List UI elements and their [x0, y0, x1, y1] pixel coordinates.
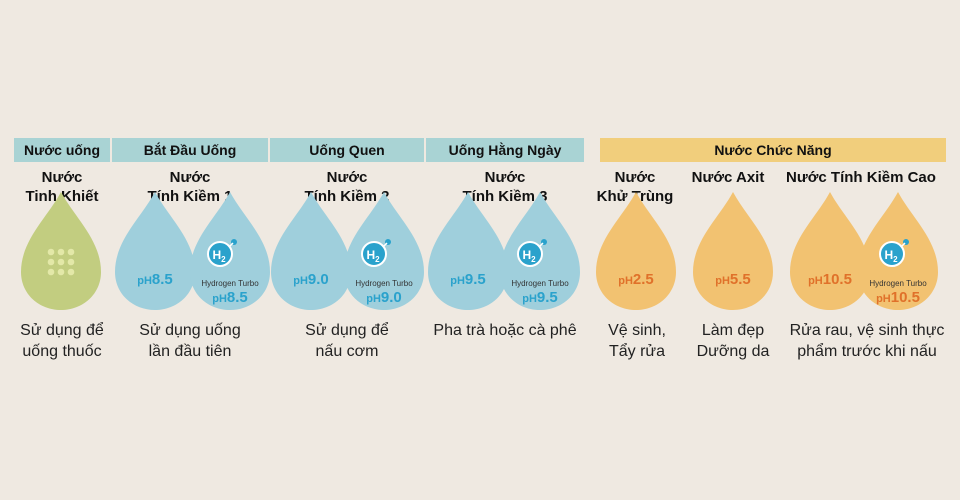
header-nuoc-uong: Nước uống [14, 138, 110, 162]
title-tinh-kiem-2: Nước Tính Kiềm 2 [304, 169, 390, 205]
desc-tinh-kiem-3: Pha trà hoặc cà phê [433, 322, 577, 339]
svg-text:H2: H2 [884, 248, 898, 264]
svg-text:Hydrogen Turbo: Hydrogen Turbo [869, 279, 927, 288]
title-tinh-kiem-1: Nước Tính Kiềm 1 [147, 169, 233, 205]
drop-tinh-kiem-1: pH8.5 [115, 192, 195, 310]
desc-nuoc-axit: Làm đẹp Dưỡng da [696, 322, 770, 360]
drop-tinh-khiet [21, 192, 101, 310]
svg-text:pH5.5: pH5.5 [715, 271, 751, 288]
header-uong-quen: Uống Quen [270, 138, 424, 162]
header-nuoc-chuc-nang: Nước Chức Năng [600, 138, 946, 162]
svg-text:pH2.5: pH2.5 [618, 271, 654, 288]
svg-text:pH9.0: pH9.0 [293, 271, 329, 288]
header-uong-hang-ngay: Uống Hằng Ngày [426, 138, 584, 162]
svg-text:pH8.5: pH8.5 [212, 289, 248, 306]
desc-khu-trung: Vệ sinh, Tẩy rửa [608, 322, 666, 360]
svg-text:pH10.5: pH10.5 [808, 271, 852, 288]
svg-text:pH10.5: pH10.5 [876, 289, 920, 306]
h2-molecule-icon: H2 [517, 239, 547, 267]
drop-nuoc-axit: pH5.5 [693, 192, 773, 310]
svg-text:H2: H2 [522, 248, 536, 264]
svg-text:Hydrogen Turbo: Hydrogen Turbo [201, 279, 259, 288]
drop-tinh-kiem-cao: pH10.5 [790, 192, 870, 310]
h2-molecule-icon: H2 [361, 239, 391, 267]
desc-tinh-kiem-2: Sử dụng để nấu cơm [305, 322, 389, 360]
drop-turbo-cao: H2 Hydrogen Turbo pH10.5 [858, 192, 938, 310]
desc-tinh-khiet: Sử dụng để uống thuốc [20, 322, 104, 360]
desc-tinh-kiem-cao: Rửa rau, vệ sinh thực phẩm trước khi nấu [789, 322, 945, 360]
svg-text:Hydrogen Turbo: Hydrogen Turbo [511, 279, 569, 288]
drop-turbo-3: H2 Hydrogen Turbo pH9.5 [500, 192, 580, 310]
svg-text:pH9.5: pH9.5 [522, 289, 558, 306]
drop-tinh-kiem-3: pH9.5 [428, 192, 508, 310]
title-tinh-kiem-3: Nước Tính Kiềm 3 [462, 169, 548, 205]
drop-tinh-kiem-2: pH9.0 [271, 192, 351, 310]
h2-molecule-icon: H2 [207, 239, 237, 267]
dots-icon [47, 248, 75, 276]
svg-text:pH9.0: pH9.0 [366, 289, 402, 306]
title-nuoc-axit: Nước Axit [691, 169, 765, 186]
svg-text:Hydrogen Turbo: Hydrogen Turbo [355, 279, 413, 288]
desc-tinh-kiem-1: Sử dụng uống lần đầu tiên [139, 322, 241, 360]
h2-molecule-icon: H2 [879, 239, 909, 267]
svg-text:pH8.5: pH8.5 [137, 271, 173, 288]
header-bat-dau-uong: Bắt Đầu Uống [112, 138, 268, 162]
drop-khu-trung: pH2.5 [596, 192, 676, 310]
svg-text:pH9.5: pH9.5 [450, 271, 486, 288]
title-tinh-kiem-cao: Nước Tính Kiềm Cao [786, 169, 936, 186]
drop-turbo-2: H2 Hydrogen Turbo pH9.0 [344, 192, 424, 310]
svg-text:H2: H2 [366, 248, 380, 264]
svg-text:H2: H2 [212, 248, 226, 264]
drop-turbo-1: H2 Hydrogen Turbo pH8.5 [190, 192, 270, 310]
